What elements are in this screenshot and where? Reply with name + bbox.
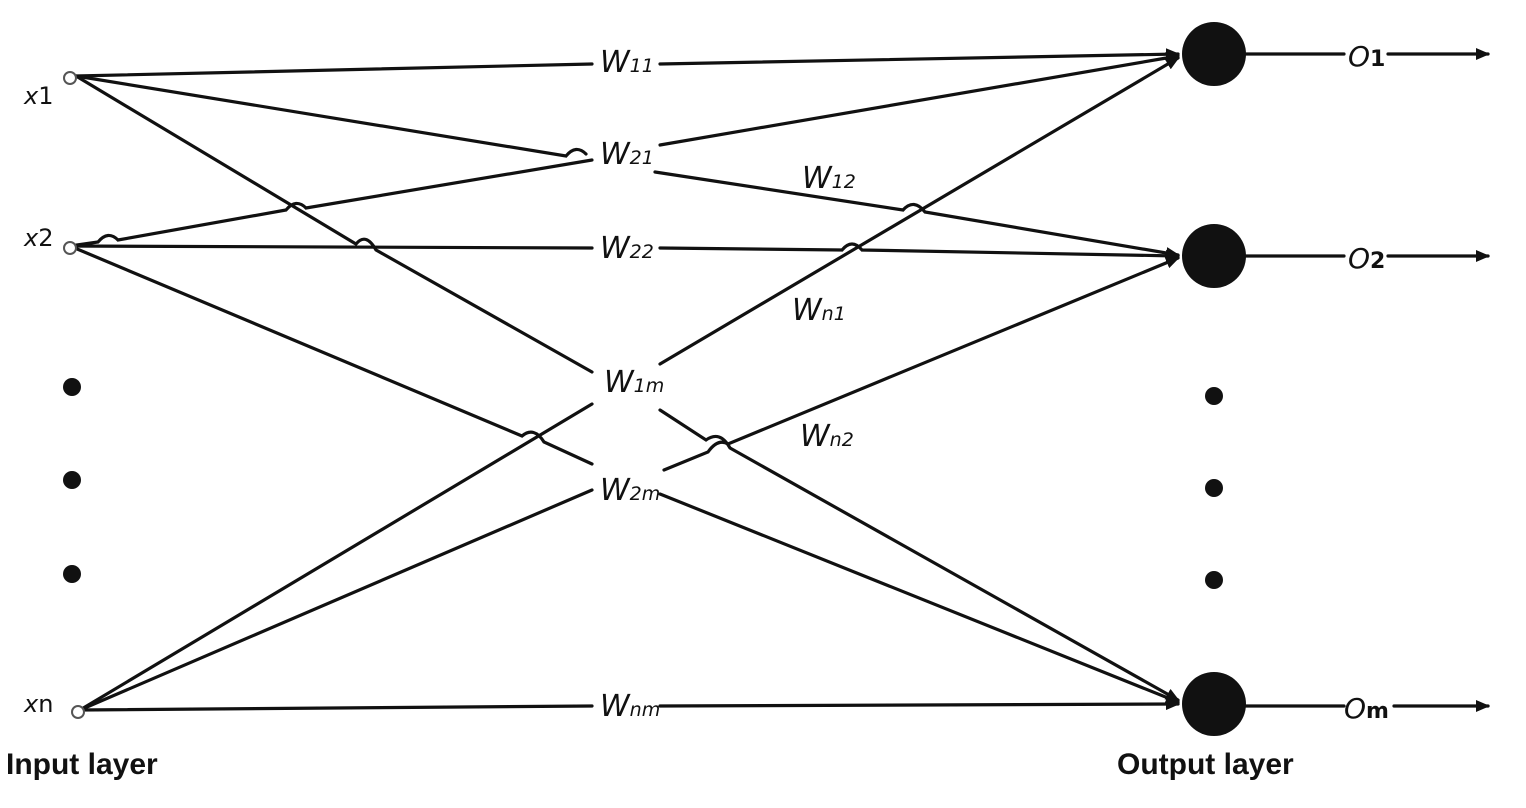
input-ellipsis: [63, 378, 81, 583]
weight-label-w2m: W2m: [600, 473, 660, 508]
output-node-1: [1182, 22, 1246, 86]
edge-xn-o2: [78, 488, 594, 712]
weight-label-wn2: Wn2: [800, 419, 854, 454]
edge-xn-o1: [78, 402, 594, 712]
weight-label-w22: W22: [600, 231, 654, 266]
weight-label-w21: W21: [600, 137, 654, 172]
weight-label-w1m: W1m: [604, 365, 664, 400]
ellipsis-dot: [1205, 387, 1223, 405]
output-labels: O1 O2 Om: [1344, 40, 1389, 725]
ellipsis-dot: [63, 378, 81, 396]
output-layer-label: Output layer: [1117, 748, 1294, 781]
edge-x1-o2: [74, 74, 588, 158]
edge-x1-o2-b: [653, 170, 1180, 259]
edge-x1-om: [74, 74, 594, 374]
ellipsis-dot: [63, 471, 81, 489]
edge-xn-o1-b: [658, 56, 1180, 366]
output-label-1: O1: [1348, 40, 1385, 73]
weight-labels: W11 W21 W12 W22 Wn1 W1m Wn2 W2m Wnm: [600, 45, 856, 724]
output-arrows: [1244, 54, 1488, 706]
edge-x2-om: [68, 244, 594, 466]
input-label-n: xn: [23, 690, 53, 718]
output-node-2: [1182, 224, 1246, 288]
connections: [68, 52, 1180, 712]
edge-x2-om-b: [658, 492, 1180, 704]
output-label-2: O2: [1348, 242, 1385, 275]
weight-label-wn1: Wn1: [792, 293, 846, 328]
edge-x2-o1-b: [658, 52, 1180, 147]
input-node-2: [63, 241, 77, 255]
edge-x1-om-b: [658, 408, 1180, 702]
ellipsis-dot: [1205, 479, 1223, 497]
edge-x2-o1: [68, 158, 594, 248]
ellipsis-dot: [1205, 571, 1223, 589]
input-node-1: [63, 71, 77, 85]
output-nodes: [1182, 22, 1246, 736]
input-labels: x1 x2 xn: [23, 82, 53, 718]
input-label-1: x1: [23, 82, 53, 110]
edge-xn-om: [78, 704, 1178, 710]
input-label-2: x2: [23, 224, 53, 252]
edge-x2-o2: [68, 242, 1178, 256]
weight-label-w12: W12: [802, 161, 856, 196]
input-layer-label: Input layer: [6, 748, 158, 781]
weight-label-wnm: Wnm: [600, 689, 660, 724]
edge-xn-o2-b: [662, 256, 1180, 472]
input-node-n: [71, 705, 85, 719]
edge-x1-o1: [74, 54, 1178, 78]
output-label-m: Om: [1344, 692, 1389, 725]
weight-label-w11: W11: [600, 45, 654, 80]
output-node-m: [1182, 672, 1246, 736]
output-ellipsis: [1205, 387, 1223, 589]
input-nodes: [63, 71, 85, 719]
ellipsis-dot: [63, 565, 81, 583]
